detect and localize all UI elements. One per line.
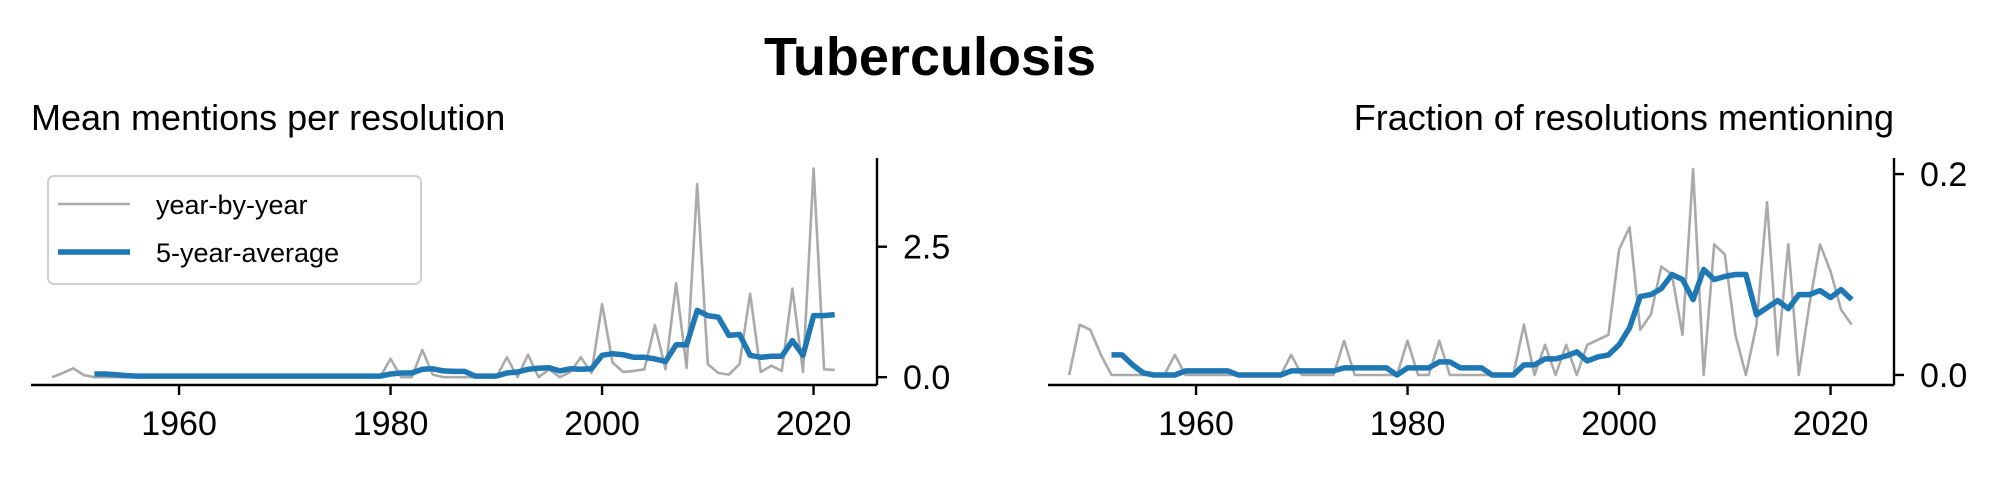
legend-label-5-year-average: 5-year-average (156, 238, 339, 268)
x-tick-label: 1960 (1158, 405, 1234, 443)
x-tick-label: 1980 (353, 405, 429, 443)
panel-mean-mentions: Mean mentions per resolution 1960 1980 200… (31, 97, 950, 443)
x-tick-label: 1960 (141, 405, 217, 443)
x-tick-label: 2020 (776, 405, 852, 443)
panel-title-mean-mentions: Mean mentions per resolution (31, 97, 505, 138)
y-tick-label: 2.5 (903, 229, 950, 267)
panel-title-fraction-mentioning: Fraction of resolutions mentioning (1354, 97, 1894, 138)
series-line-5-year-average (1111, 266, 1854, 378)
series-line-5-year-average (94, 307, 835, 379)
legend-label-year-by-year: year-by-year (156, 190, 308, 220)
y-tick-label: 0.0 (903, 359, 950, 397)
figure-title: Tuberculosis (764, 27, 1096, 87)
legend: year-by-year 5-year-average (47, 175, 422, 285)
x-tick-label: 1980 (1370, 405, 1446, 443)
y-tick-label: 0.2 (1920, 156, 1967, 194)
x-tick-label: 2000 (564, 405, 640, 443)
y-tick-label: 0.0 (1920, 357, 1967, 395)
x-tick-label: 2000 (1581, 405, 1657, 443)
series-line-year-by-year (1067, 167, 1853, 377)
panel-fraction-mentioning: Fraction of resolutions mentioning 1960 1… (1048, 97, 1967, 443)
x-tick-label: 2020 (1793, 405, 1869, 443)
legend-box (47, 175, 422, 285)
